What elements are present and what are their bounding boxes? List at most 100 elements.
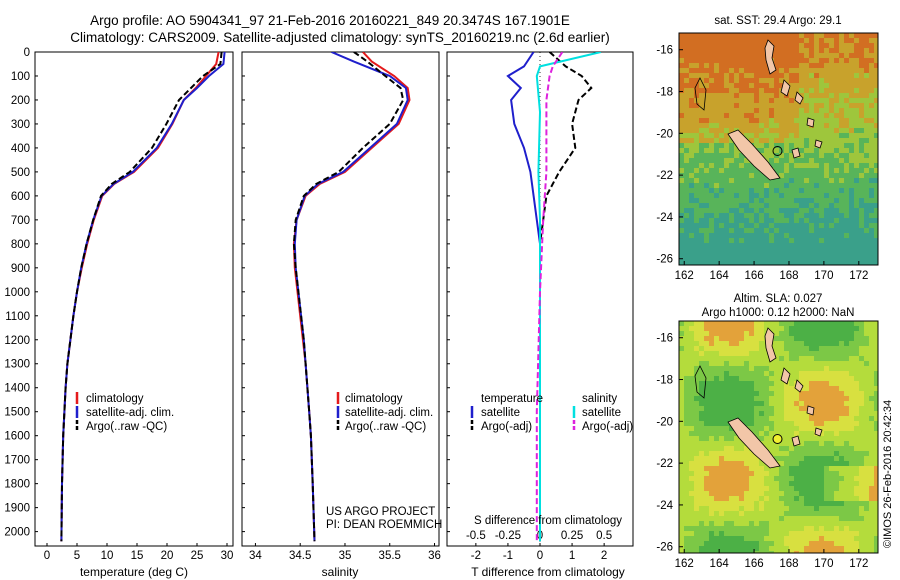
map-cell xyxy=(774,321,779,326)
map-cell xyxy=(684,441,689,446)
map-cell xyxy=(789,113,794,118)
map-cell xyxy=(734,168,739,173)
map-cell xyxy=(824,461,829,466)
map-cell xyxy=(874,331,879,336)
map-cell xyxy=(839,466,844,471)
map-cell xyxy=(819,351,824,356)
map-cell xyxy=(769,238,774,243)
map-cell xyxy=(834,346,839,351)
map-cell xyxy=(744,233,749,238)
map-cell xyxy=(824,153,829,158)
map-cell xyxy=(679,248,684,253)
map-cell xyxy=(679,396,684,401)
map-cell xyxy=(759,113,764,118)
map-cell xyxy=(869,48,874,53)
map-cell xyxy=(844,33,849,38)
map-cell xyxy=(719,153,724,158)
map-cell xyxy=(719,248,724,253)
map-cell xyxy=(789,53,794,58)
lat-tick-label: -22 xyxy=(656,458,673,470)
depth-tick-label: 100 xyxy=(11,71,30,83)
map-cell xyxy=(874,78,879,83)
map-cell xyxy=(759,476,764,481)
map-cell xyxy=(849,351,854,356)
map-cell xyxy=(689,541,694,546)
map-cell xyxy=(714,263,719,268)
map-cell xyxy=(764,123,769,128)
map-cell xyxy=(694,321,699,326)
map-cell xyxy=(844,431,849,436)
map-cell xyxy=(704,436,709,441)
map-cell xyxy=(779,406,784,411)
map-cell xyxy=(874,158,879,163)
map-cell xyxy=(789,38,794,43)
map-cell xyxy=(714,123,719,128)
map-cell xyxy=(859,133,864,138)
map-cell xyxy=(769,138,774,143)
map-cell xyxy=(739,376,744,381)
map-cell xyxy=(874,541,879,546)
map-cell xyxy=(729,108,734,113)
map-cell xyxy=(744,228,749,233)
map-cell xyxy=(844,476,849,481)
map-cell xyxy=(814,381,819,386)
map-cell xyxy=(749,228,754,233)
map-cell xyxy=(849,108,854,113)
map-cell xyxy=(814,228,819,233)
map-cell xyxy=(854,218,859,223)
map-cell xyxy=(744,476,749,481)
map-cell xyxy=(724,481,729,486)
map-cell xyxy=(804,396,809,401)
map-cell xyxy=(809,361,814,366)
map-cell xyxy=(749,536,754,541)
map-cell xyxy=(749,461,754,466)
map-cell xyxy=(804,108,809,113)
map-cell xyxy=(734,536,739,541)
map-cell xyxy=(694,138,699,143)
map-cell xyxy=(784,411,789,416)
map-cell xyxy=(859,158,864,163)
map-cell xyxy=(709,386,714,391)
map-cell xyxy=(694,331,699,336)
map-cell xyxy=(834,128,839,133)
map-cell xyxy=(874,118,879,123)
map-cell xyxy=(684,83,689,88)
map-cell xyxy=(689,501,694,506)
map-cell xyxy=(804,158,809,163)
map-cell xyxy=(794,178,799,183)
map-cell xyxy=(754,461,759,466)
map-cell xyxy=(864,158,869,163)
map-cell xyxy=(814,481,819,486)
map-cell xyxy=(869,228,874,233)
map-cell xyxy=(799,138,804,143)
map-cell xyxy=(689,68,694,73)
map-cell xyxy=(774,501,779,506)
map-cell xyxy=(844,208,849,213)
map-cell xyxy=(734,466,739,471)
map-cell xyxy=(809,218,814,223)
map-cell xyxy=(729,38,734,43)
map-cell xyxy=(864,138,869,143)
map-cell xyxy=(799,83,804,88)
map-cell xyxy=(689,263,694,268)
map-cell xyxy=(749,103,754,108)
map-cell xyxy=(779,331,784,336)
map-cell xyxy=(694,541,699,546)
map-cell xyxy=(854,168,859,173)
map-cell xyxy=(834,63,839,68)
map-cell xyxy=(699,153,704,158)
map-cell xyxy=(789,138,794,143)
map-cell xyxy=(869,168,874,173)
map-cell xyxy=(819,341,824,346)
map-cell xyxy=(819,436,824,441)
map-cell xyxy=(769,376,774,381)
map-cell xyxy=(739,541,744,546)
map-cell xyxy=(694,396,699,401)
map-cell xyxy=(799,491,804,496)
imos-credit: ©IMOS 26-Feb-2016 20:42:34 xyxy=(882,400,894,548)
map-cell xyxy=(779,496,784,501)
map-cell xyxy=(854,68,859,73)
map-cell xyxy=(864,366,869,371)
map-cell xyxy=(689,491,694,496)
map-cell xyxy=(839,491,844,496)
